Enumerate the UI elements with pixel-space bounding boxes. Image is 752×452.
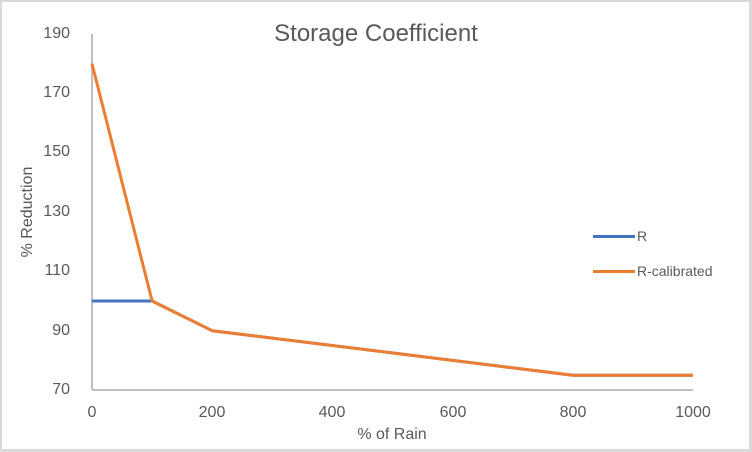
series-line-r-calibrated xyxy=(90,63,693,377)
legend-swatch xyxy=(593,269,635,273)
legend-swatch xyxy=(593,234,635,238)
x-tick-label: 800 xyxy=(559,404,587,421)
series-line-r xyxy=(92,299,693,377)
chart-title: Storage Coefficient xyxy=(274,20,478,47)
legend-item-r-calibrated: R-calibrated xyxy=(593,261,712,281)
legend-label: R-calibrated xyxy=(637,263,713,279)
x-tick-label: 1000 xyxy=(675,404,711,421)
x-tick-label: 400 xyxy=(318,404,346,421)
legend-item-r: R xyxy=(593,226,712,246)
x-tick-label: 200 xyxy=(198,404,226,421)
x-tick-label: 600 xyxy=(439,404,467,421)
x-axis-title: % of Rain xyxy=(357,426,427,443)
legend-label: R xyxy=(637,228,648,244)
legend: R R-calibrated xyxy=(593,226,712,296)
x-tick-label: 0 xyxy=(87,404,97,421)
